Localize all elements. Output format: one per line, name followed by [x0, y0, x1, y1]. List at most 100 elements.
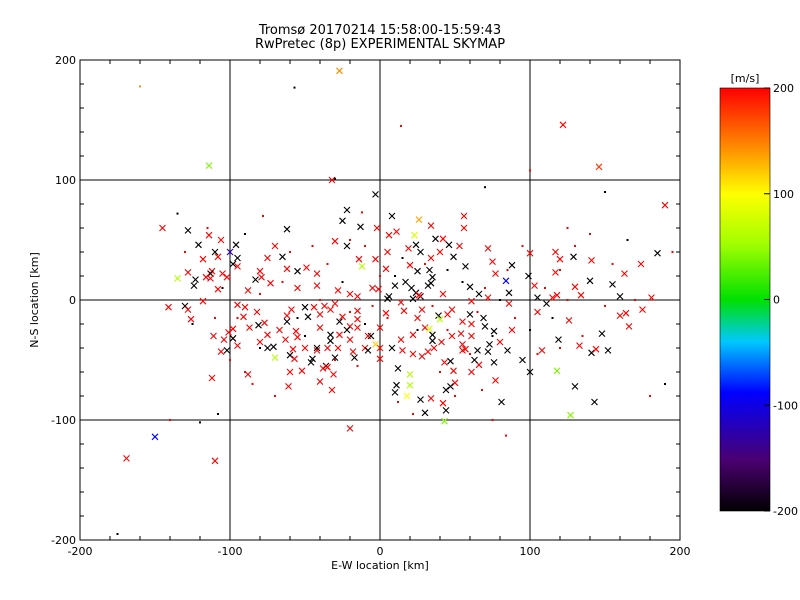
data-point-dot	[229, 359, 231, 361]
data-point-x	[241, 303, 249, 311]
data-point-x	[391, 389, 399, 396]
data-point-x	[468, 320, 475, 328]
data-point-x	[207, 270, 214, 277]
data-point-x	[439, 235, 447, 243]
colorbar-tick-label: -200	[773, 505, 798, 518]
y-axis-ticks: -200 -100 0 100 200	[51, 54, 680, 547]
data-point-dot	[544, 287, 546, 289]
data-point-x	[354, 315, 361, 323]
data-point-x	[526, 249, 534, 257]
data-point-x	[331, 300, 339, 307]
data-point-dot	[604, 305, 606, 307]
data-point-dot	[217, 413, 219, 415]
data-point-x	[364, 347, 372, 354]
data-point-x	[256, 267, 264, 275]
data-point-x	[388, 212, 396, 220]
data-point-dot	[529, 169, 531, 172]
x-axis-ticks: -200 -100 0 100 200	[68, 60, 691, 558]
data-point-x	[397, 336, 405, 343]
data-point-dot	[361, 211, 363, 214]
data-point-x	[151, 433, 159, 441]
data-point-x	[426, 325, 433, 333]
data-point-x	[343, 326, 351, 334]
data-point-x	[205, 162, 213, 169]
data-point-x	[351, 354, 358, 361]
data-point-x	[292, 327, 300, 335]
data-point-x	[229, 325, 237, 333]
data-point-x	[400, 307, 408, 315]
data-point-dot	[334, 359, 336, 361]
data-point-x	[415, 291, 423, 299]
data-point-x	[327, 331, 334, 339]
data-point-x	[234, 254, 241, 262]
data-point-dot	[566, 299, 569, 301]
data-point-x	[226, 248, 234, 256]
data-point-x	[397, 299, 405, 306]
colorbar-gradient	[719, 87, 771, 512]
data-point-dot	[484, 186, 486, 189]
data-point-dot	[581, 335, 584, 337]
data-point-x	[438, 338, 445, 346]
data-point-x	[429, 273, 436, 281]
data-point-x	[190, 282, 198, 289]
data-point-x	[417, 396, 424, 403]
data-point-dot	[491, 419, 494, 421]
data-point-x	[261, 319, 268, 327]
data-point-dot	[424, 263, 426, 265]
data-point-dot	[461, 281, 464, 283]
data-point-x	[298, 367, 306, 375]
data-point-x	[187, 315, 195, 323]
data-point-x	[304, 313, 312, 321]
data-point-x	[205, 231, 213, 239]
data-point-dot	[184, 251, 186, 253]
data-point-x	[211, 248, 219, 256]
data-point-x	[355, 255, 363, 263]
data-point-x	[492, 270, 499, 277]
data-point-dot	[349, 311, 351, 313]
data-point-x	[313, 347, 321, 354]
data-point-x	[264, 344, 271, 352]
data-point-dot	[604, 191, 606, 193]
data-point-x	[486, 341, 493, 348]
data-point-dot	[206, 227, 209, 229]
data-point-x	[336, 318, 343, 325]
data-point-x	[372, 255, 379, 263]
data-point-x	[313, 282, 321, 289]
data-point-x	[264, 331, 271, 339]
data-point-x	[291, 355, 298, 363]
data-point-x	[303, 264, 310, 271]
data-point-dot	[400, 125, 402, 127]
data-point-dot	[251, 383, 254, 385]
data-point-x	[622, 309, 630, 317]
colorbar-tick-label: 200	[773, 82, 794, 95]
data-point-dot	[274, 395, 276, 397]
x-tick-label: -200	[68, 545, 93, 558]
data-point-x	[279, 253, 286, 261]
data-point-x	[616, 312, 624, 319]
data-point-x	[283, 318, 291, 325]
data-point-x	[393, 228, 400, 235]
data-point-x	[372, 191, 379, 198]
data-point-dot	[589, 233, 591, 235]
data-point-x	[411, 231, 418, 239]
data-point-x	[475, 290, 483, 298]
colorbar-tick-label: 0	[773, 294, 780, 307]
data-point-dot	[412, 413, 414, 415]
data-point-x	[442, 386, 450, 394]
data-point-x	[409, 350, 417, 358]
data-point-x	[421, 324, 429, 331]
data-point-dot	[244, 233, 246, 235]
data-point-dot	[536, 353, 539, 355]
data-point-x	[484, 348, 492, 355]
data-point-x	[519, 356, 526, 364]
data-point-x	[316, 324, 324, 331]
data-point-x	[214, 253, 222, 261]
data-point-x	[330, 371, 337, 378]
data-point-x	[456, 242, 463, 250]
data-point-dot	[469, 353, 471, 355]
data-point-dot	[191, 323, 194, 325]
data-point-dot	[431, 305, 434, 307]
data-point-x	[294, 333, 301, 341]
data-point-x	[313, 270, 321, 277]
